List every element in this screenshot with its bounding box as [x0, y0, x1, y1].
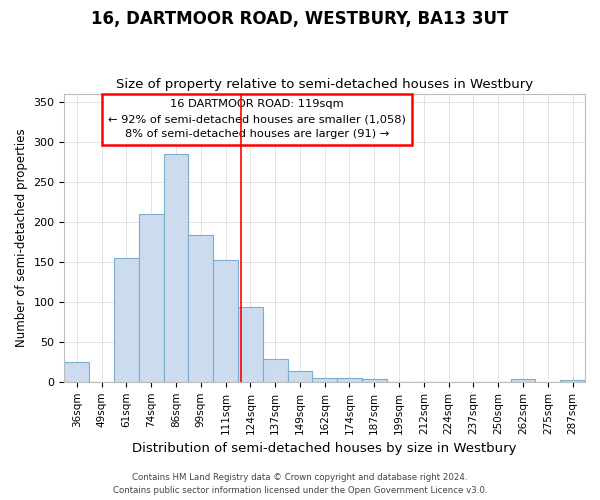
Text: 16 DARTMOOR ROAD: 119sqm
← 92% of semi-detached houses are smaller (1,058)
8% of: 16 DARTMOOR ROAD: 119sqm ← 92% of semi-d…	[108, 100, 406, 139]
Bar	[139, 214, 164, 382]
Bar	[362, 378, 386, 382]
Text: Contains HM Land Registry data © Crown copyright and database right 2024.
Contai: Contains HM Land Registry data © Crown c…	[113, 474, 487, 495]
Bar	[313, 378, 337, 382]
Title: Size of property relative to semi-detached houses in Westbury: Size of property relative to semi-detach…	[116, 78, 533, 91]
Y-axis label: Number of semi-detached properties: Number of semi-detached properties	[15, 128, 28, 347]
Bar	[188, 236, 213, 382]
Bar	[560, 380, 585, 382]
Bar	[287, 370, 313, 382]
Bar	[213, 260, 238, 382]
Bar	[238, 308, 263, 382]
Bar	[511, 380, 535, 382]
Bar	[164, 154, 188, 382]
X-axis label: Distribution of semi-detached houses by size in Westbury: Distribution of semi-detached houses by …	[133, 442, 517, 455]
Text: 16, DARTMOOR ROAD, WESTBURY, BA13 3UT: 16, DARTMOOR ROAD, WESTBURY, BA13 3UT	[91, 10, 509, 28]
Bar	[337, 378, 362, 382]
Bar	[64, 362, 89, 382]
Bar	[114, 258, 139, 382]
Bar	[263, 360, 287, 382]
